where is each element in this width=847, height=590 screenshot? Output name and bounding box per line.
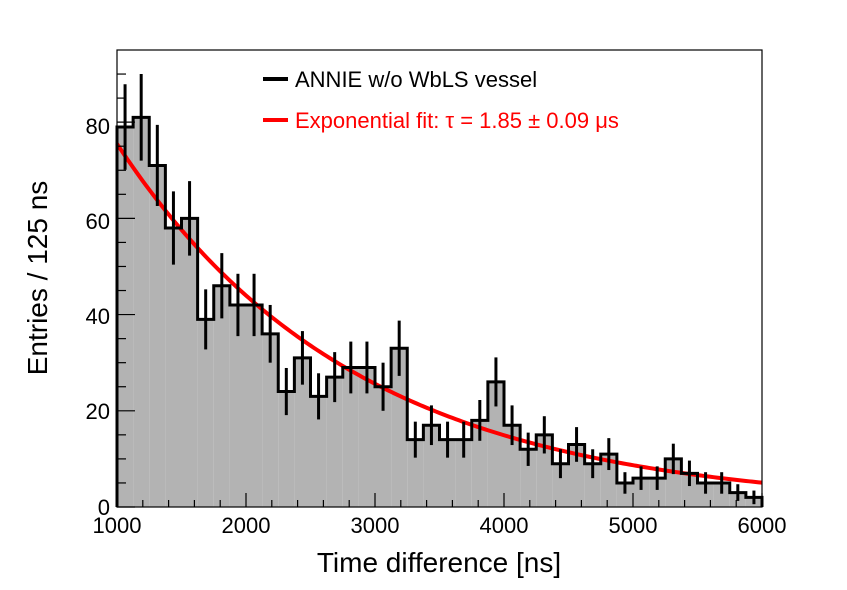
histogram-bin xyxy=(681,473,698,507)
histogram-bin xyxy=(294,357,311,507)
histogram-bin xyxy=(552,463,569,507)
histogram-bin xyxy=(326,377,343,507)
histogram-bin xyxy=(229,304,246,507)
y-axis-title: Entries / 125 ns xyxy=(22,181,53,376)
histogram-bin xyxy=(375,386,392,507)
x-tick-label: 5000 xyxy=(609,513,658,538)
legend: ANNIE w/o WbLS vessel Exponential fit: τ… xyxy=(263,67,619,133)
histogram-bin xyxy=(487,381,504,507)
fit-line xyxy=(115,142,763,485)
histogram-bin xyxy=(697,482,714,507)
x-tick-label: 6000 xyxy=(738,513,787,538)
histogram-bin xyxy=(471,420,488,507)
legend-label-fit: Exponential fit: τ = 1.85 ± 0.09 μs xyxy=(295,108,619,133)
y-tick-label: 0 xyxy=(98,495,110,520)
histogram-bin xyxy=(423,425,440,507)
x-axis-title: Time difference [ns] xyxy=(317,547,561,578)
y-tick-label: 80 xyxy=(86,114,110,139)
plot-frame xyxy=(116,49,763,508)
histogram-bin xyxy=(407,439,424,507)
y-tick-label: 60 xyxy=(86,209,110,234)
x-tick-label: 4000 xyxy=(480,513,529,538)
y-tick-label: 40 xyxy=(86,304,110,329)
histogram-bin xyxy=(358,367,375,507)
histogram-bin xyxy=(149,165,166,507)
x-tick-label: 1000 xyxy=(93,513,142,538)
histogram-bin xyxy=(536,434,553,507)
histogram-bin xyxy=(649,478,666,507)
histogram-bin xyxy=(568,444,585,507)
histogram-bin xyxy=(455,439,472,507)
x-tick-label: 2000 xyxy=(222,513,271,538)
histogram-bin xyxy=(713,482,730,507)
exponential-fit-curve xyxy=(115,142,763,485)
histogram-bin xyxy=(391,348,408,507)
histogram-bin xyxy=(246,304,263,507)
x-tick-label: 3000 xyxy=(351,513,400,538)
histogram-bin xyxy=(278,391,295,507)
histogram-bin xyxy=(165,227,182,507)
histogram-bin xyxy=(342,367,359,507)
histogram-bin xyxy=(584,463,601,507)
histogram-bin xyxy=(633,478,650,507)
histogram-bin xyxy=(600,454,617,507)
histogram-step-line xyxy=(115,115,764,507)
legend-label-data: ANNIE w/o WbLS vessel xyxy=(295,67,537,92)
histogram-bin xyxy=(520,449,537,507)
histogram-bin xyxy=(439,439,456,507)
y-tick-label: 20 xyxy=(86,399,110,424)
histogram-bin xyxy=(616,482,633,507)
axis-ticks xyxy=(116,73,763,508)
histogram-bin xyxy=(133,117,150,508)
histogram-bin xyxy=(181,218,198,508)
histogram-fill xyxy=(117,117,762,508)
histogram-bin xyxy=(504,425,521,507)
histogram-bin xyxy=(262,333,279,507)
histogram-bin xyxy=(310,396,327,507)
histogram-outline xyxy=(115,115,764,507)
histogram-bin xyxy=(197,319,214,507)
histogram-bin xyxy=(117,126,134,508)
histogram-bin xyxy=(213,285,230,507)
